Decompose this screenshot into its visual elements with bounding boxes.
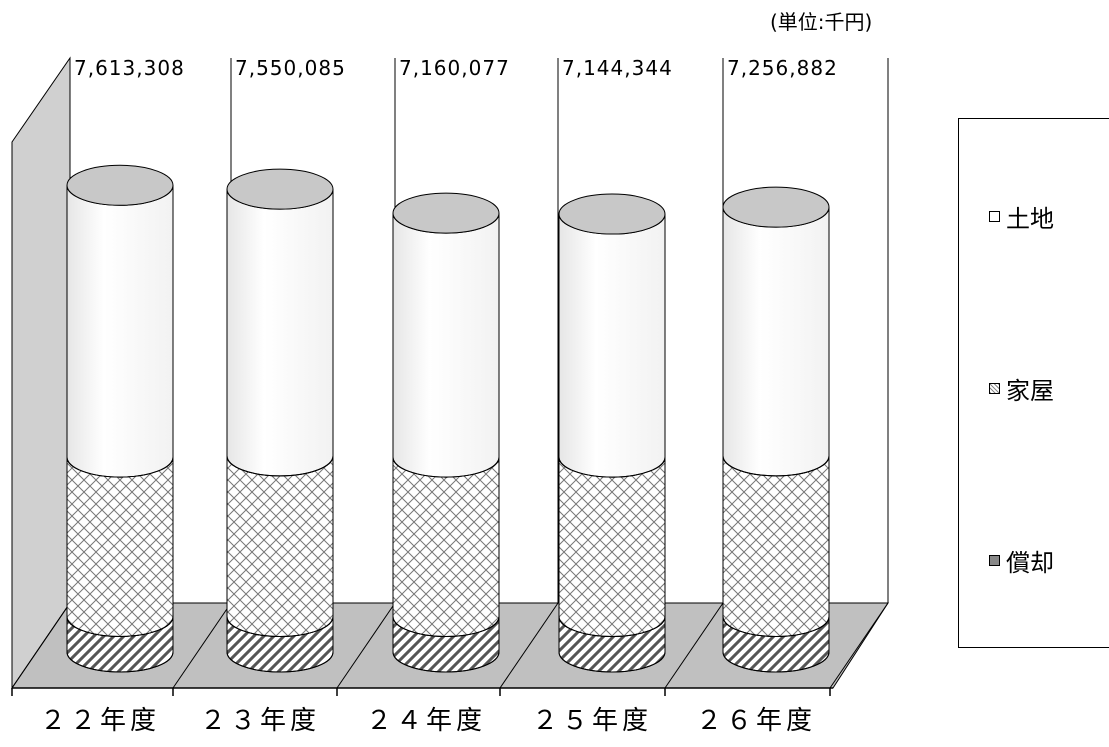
legend: 土地 家屋 償却 — [958, 118, 1109, 648]
floor-divider — [172, 602, 232, 689]
legend-swatch-land — [989, 211, 1000, 222]
floor-divider — [664, 602, 724, 689]
bar-segment-land — [722, 207, 830, 477]
segment-seam — [722, 616, 830, 637]
bar-cylinder — [558, 193, 666, 673]
value-label: 7,613,308 — [74, 56, 185, 80]
category-label: ２６年度 — [696, 706, 817, 736]
bar-cylinder — [226, 168, 334, 673]
legend-label-house: 家屋 — [1006, 377, 1054, 405]
bar-segment-land — [66, 185, 174, 478]
segment-seam — [392, 616, 500, 637]
legend-label-land: 土地 — [1006, 205, 1054, 233]
bar-cylinder — [722, 186, 830, 673]
bar-segment-land — [392, 213, 500, 478]
segment-seam — [66, 457, 174, 478]
bar-segment-house — [226, 455, 334, 637]
floor-divider — [829, 602, 889, 689]
bar-segment-house — [558, 457, 666, 637]
legend-swatch-house — [989, 383, 1000, 394]
bar-cylinder — [392, 192, 500, 673]
segment-seam — [226, 651, 334, 673]
category-label: ２４年度 — [366, 706, 487, 736]
bar-segment-land — [226, 189, 334, 477]
value-label: 7,144,344 — [562, 56, 673, 80]
segment-seam — [558, 651, 666, 673]
bar-top-cap — [558, 193, 666, 235]
segment-seam — [722, 455, 830, 477]
value-label: 7,256,882 — [727, 56, 838, 80]
bar-segment-house — [66, 457, 174, 637]
bars — [66, 164, 830, 673]
bar-segment-house — [722, 455, 830, 637]
value-label: 7,160,077 — [399, 56, 510, 80]
category-label: ２２年度 — [40, 706, 161, 736]
segment-seam — [558, 457, 666, 478]
back-wall-side — [11, 56, 71, 690]
legend-swatch-depreciable — [989, 555, 1000, 566]
segment-seam — [66, 651, 174, 673]
floor-divider — [499, 602, 559, 689]
segment-seam — [722, 651, 830, 673]
legend-label-depreciable: 償却 — [1006, 549, 1054, 577]
bar-segment-land — [558, 214, 666, 478]
legend-item-house: 家屋 — [989, 371, 1054, 406]
legend-item-land: 土地 — [989, 199, 1054, 234]
bar-top-cap — [392, 192, 500, 234]
bar-cylinder — [66, 164, 174, 673]
value-label: 7,550,085 — [235, 56, 346, 80]
bar-segment-house — [392, 457, 500, 637]
segment-seam — [226, 616, 334, 637]
bar-top-cap — [722, 186, 830, 228]
unit-label: (単位:千円) — [770, 10, 873, 34]
legend-item-depreciable: 償却 — [989, 543, 1054, 578]
segment-seam — [392, 651, 500, 673]
segment-seam — [392, 457, 500, 478]
bar-top-cap — [66, 164, 174, 206]
floor-divider — [336, 602, 396, 689]
floor-divider — [11, 602, 71, 689]
bar-top-cap — [226, 168, 334, 210]
segment-seam — [226, 455, 334, 477]
segment-seam — [558, 616, 666, 637]
category-label: ２３年度 — [200, 706, 321, 736]
category-label: ２５年度 — [532, 706, 653, 736]
segment-seam — [66, 616, 174, 637]
